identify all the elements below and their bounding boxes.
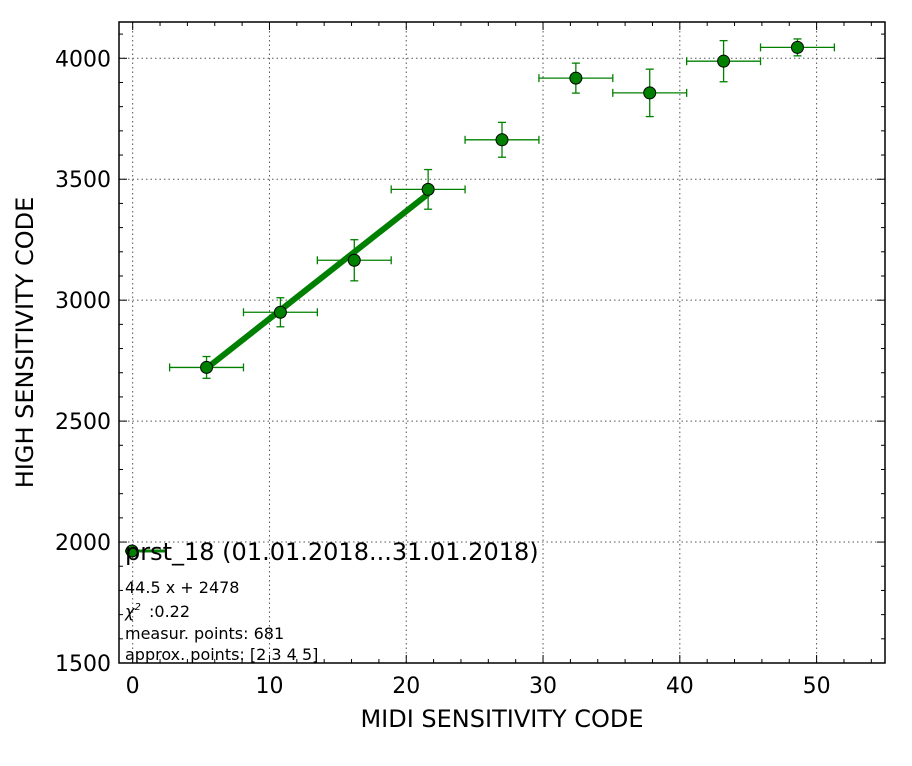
y-tick-label: 3000 [55, 289, 111, 314]
x-tick-label: 10 [255, 674, 283, 699]
data-point-group [612, 68, 688, 118]
data-point-group [759, 38, 836, 57]
data-point-group [316, 239, 392, 282]
data-point [569, 71, 583, 85]
fit-line-layer [204, 191, 430, 371]
x-axis-title: MIDI SENSITIVITY CODE [360, 705, 643, 733]
data-point [495, 133, 509, 147]
x-tick-label: 20 [392, 674, 420, 699]
x-tick-label: 40 [666, 674, 694, 699]
fit-line [204, 191, 430, 371]
y-axis-title: HIGH SENSITIVITY CODE [11, 197, 39, 489]
data-point [273, 305, 287, 319]
data-point-group [464, 121, 540, 158]
y-tick-label: 2500 [55, 410, 111, 435]
y-tick-label: 2000 [55, 531, 111, 556]
y-tick-label: 1500 [55, 652, 111, 677]
x-tick-label: 30 [529, 674, 557, 699]
data-point-group [390, 168, 466, 210]
data-point [790, 40, 804, 54]
data-point-group [242, 297, 318, 328]
y-tick-label: 4000 [55, 47, 111, 72]
data-point-group [168, 355, 245, 379]
data-point-group [686, 39, 762, 83]
x-tick-label: 0 [126, 674, 140, 699]
legend-fit-equation: 44.5 x + 2478 [125, 578, 239, 597]
legend-chi-value: :0.22 [149, 602, 190, 621]
y-tick-label: 3500 [55, 168, 111, 193]
legend-chi-symbol: χ2 [124, 602, 141, 621]
data-point [200, 360, 214, 374]
plot-frame [118, 21, 886, 664]
legend-point-marker [125, 544, 139, 558]
legend: prst_18 (01.01.2018...31.01.2018) 44.5 x… [124, 538, 539, 664]
data-point [717, 54, 731, 68]
data-point [643, 86, 657, 100]
data-points [168, 38, 836, 379]
grid [119, 22, 885, 664]
data-point-group [538, 62, 614, 94]
legend-approx-points: approx. points: [2 3 4 5] [125, 645, 318, 664]
axis-ticks: 0 10 20 30 40 50 1500 2000 2500 3000 3500 4000 [55, 22, 885, 699]
legend-series-label: prst_18 (01.01.2018...31.01.2018) [125, 538, 539, 566]
x-tick-label: 50 [803, 674, 831, 699]
data-point [347, 253, 361, 267]
legend-measur-points: measur. points: 681 [125, 624, 284, 643]
data-point [421, 182, 435, 196]
